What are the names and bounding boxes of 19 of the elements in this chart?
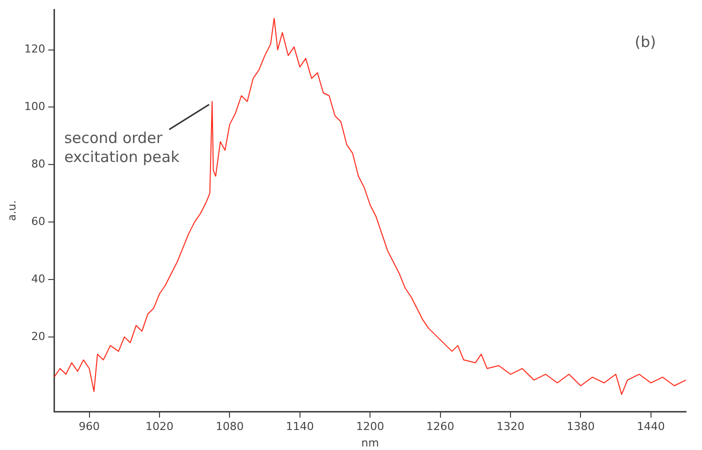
y-tick-label: 40 xyxy=(31,272,46,286)
y-tick-label: 20 xyxy=(31,330,46,343)
x-tick-label: 1320 xyxy=(496,420,524,434)
y-tick-label: 60 xyxy=(31,214,46,228)
y-tick-label: 80 xyxy=(31,158,46,171)
x-tick-label: 1080 xyxy=(216,420,244,434)
x-tick-label: 1020 xyxy=(145,420,174,434)
x-tick-label: 1200 xyxy=(356,420,384,434)
x-axis-title: nm xyxy=(361,436,379,450)
annotation: (b) xyxy=(634,32,656,51)
x-tick-label: 1260 xyxy=(426,420,454,434)
y-axis-title: a.u. xyxy=(5,200,18,221)
x-tick-label: 960 xyxy=(78,420,100,434)
x-tick-label: 1140 xyxy=(286,420,314,434)
annotation: second order excitation peak xyxy=(64,128,180,166)
x-tick-label: 1440 xyxy=(636,420,665,434)
y-tick-label: 100 xyxy=(24,100,46,114)
y-tick-label: 120 xyxy=(24,42,46,56)
x-tick-label: 1380 xyxy=(566,420,595,434)
